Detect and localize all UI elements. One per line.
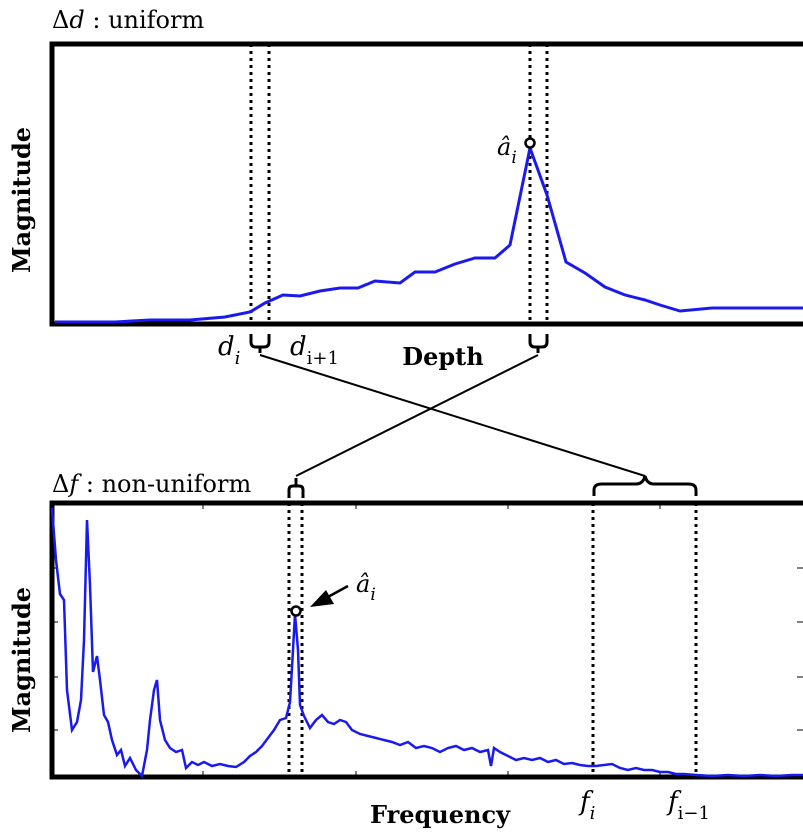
bottom-peak-label: âi (356, 570, 376, 605)
bottom-title: Δf : non-uniform (52, 470, 251, 498)
connector-peak-to-peak (295, 354, 539, 477)
top-bracket-di (249, 334, 271, 353)
bottom-x-axis-label: Frequency (370, 800, 511, 829)
top-title: Δd : uniform (52, 6, 204, 34)
top-x-axis-label: Depth (402, 342, 483, 371)
bottom-brace-fi (592, 475, 698, 496)
top-y-axis-label: Magnitude (7, 127, 36, 273)
peak-arrow-shaft (325, 584, 349, 600)
bottom-tick-fi1: fi−1 (666, 787, 710, 824)
top-plot-frame (49, 41, 803, 327)
top-peak-label: âi (497, 133, 517, 168)
peak-arrow-head (310, 590, 334, 607)
bottom-y-axis-label: Magnitude (7, 587, 36, 733)
bottom-tick-fi: fi (578, 787, 595, 824)
top-bracket-peak (528, 334, 549, 353)
bottom-plot-frame (49, 500, 803, 780)
top-magnitude-curve (55, 142, 803, 324)
bottom-bracket-peak (287, 478, 305, 498)
bottom-tick-marks (52, 503, 803, 777)
top-tick-di1: di+1 (290, 332, 339, 369)
top-peak-marker (524, 137, 536, 149)
top-tick-di: di (218, 332, 240, 369)
bottom-peak-marker (290, 605, 302, 617)
connector-di-to-fi (259, 354, 646, 477)
bottom-magnitude-curve (50, 507, 803, 779)
